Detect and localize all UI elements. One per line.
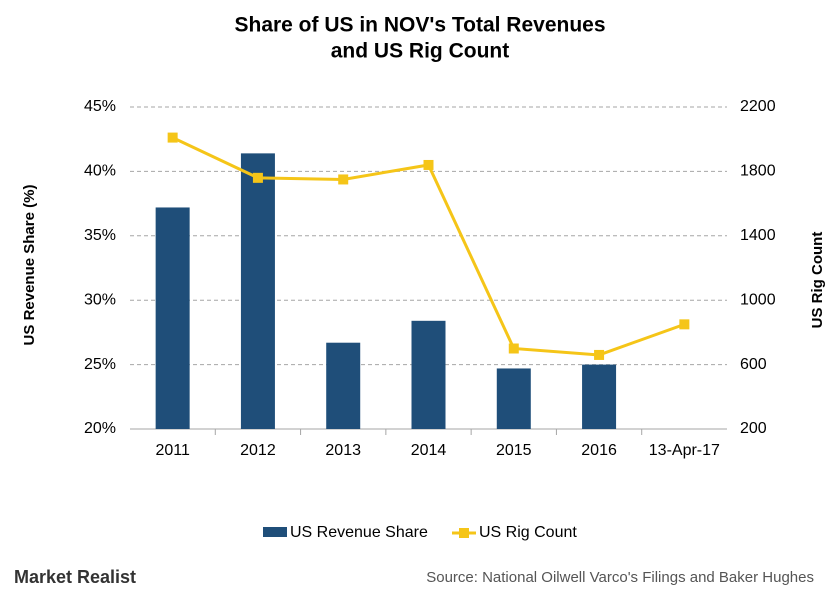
y-tick-label: 40% (84, 163, 116, 180)
y-tick-label: 20% (84, 420, 116, 437)
chart-title: and US Rig Count (331, 40, 509, 63)
y-axis-label: US Revenue Share (%) (21, 185, 38, 346)
x-tick-label: 2015 (496, 442, 532, 459)
y2-tick-label: 600 (740, 356, 767, 373)
legend-label: US Revenue Share (290, 524, 428, 541)
y-tick-label: 30% (84, 291, 116, 308)
y-tick-label: 25% (84, 356, 116, 373)
source: Source: National Oilwell Varco's Filings… (426, 569, 814, 586)
bar (155, 207, 190, 429)
x-tick-label: 2012 (240, 442, 276, 459)
chart-title: Share of US in NOV's Total Revenues (234, 14, 605, 37)
marker (679, 319, 690, 330)
bar (326, 342, 361, 429)
y2-tick-label: 200 (740, 420, 767, 437)
marker (252, 172, 263, 183)
x-tick-label: 13-Apr-17 (649, 442, 720, 459)
x-tick-label: 2013 (325, 442, 361, 459)
x-tick-label: 2014 (411, 442, 447, 459)
marker (508, 343, 519, 354)
y2-axis-label: US Rig Count (809, 232, 826, 329)
y2-tick-label: 1000 (740, 291, 776, 308)
y2-tick-label: 1800 (740, 163, 776, 180)
y-tick-label: 45% (84, 98, 116, 115)
legend-swatch (263, 527, 287, 537)
y-tick-label: 35% (84, 227, 116, 244)
bar (582, 364, 617, 429)
x-tick-label: 2011 (155, 442, 190, 459)
marker (594, 349, 605, 360)
marker (338, 174, 349, 185)
marker (167, 132, 178, 143)
legend-label: US Rig Count (479, 524, 577, 541)
y2-tick-label: 1400 (740, 227, 776, 244)
legend-swatch (459, 528, 469, 538)
x-tick-label: 2016 (581, 442, 617, 459)
bar (411, 320, 446, 429)
marker (423, 159, 434, 170)
y2-tick-label: 2200 (740, 98, 776, 115)
brand: Market Realist (14, 567, 136, 587)
bar (240, 153, 275, 430)
bar (496, 368, 531, 429)
